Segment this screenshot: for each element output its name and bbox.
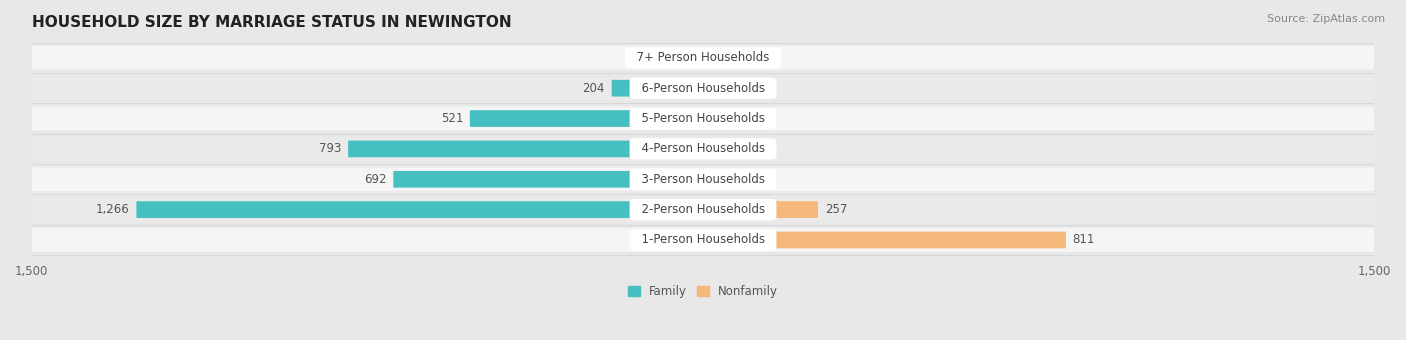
Text: 7+ Person Households: 7+ Person Households (628, 51, 778, 64)
FancyBboxPatch shape (349, 140, 703, 157)
Text: 1-Person Households: 1-Person Households (634, 234, 772, 246)
FancyBboxPatch shape (136, 201, 703, 218)
Text: 521: 521 (440, 112, 463, 125)
FancyBboxPatch shape (470, 110, 703, 127)
Text: HOUSEHOLD SIZE BY MARRIAGE STATUS IN NEWINGTON: HOUSEHOLD SIZE BY MARRIAGE STATUS IN NEW… (32, 15, 512, 30)
Text: 257: 257 (825, 203, 846, 216)
FancyBboxPatch shape (32, 228, 1374, 252)
Text: 4-Person Households: 4-Person Households (634, 142, 772, 155)
Text: 33: 33 (666, 51, 682, 64)
Text: Source: ZipAtlas.com: Source: ZipAtlas.com (1267, 14, 1385, 23)
FancyBboxPatch shape (612, 80, 703, 97)
Text: 3-Person Households: 3-Person Households (634, 173, 772, 186)
FancyBboxPatch shape (32, 46, 1374, 70)
Text: 9: 9 (714, 173, 721, 186)
Text: 2-Person Households: 2-Person Households (634, 203, 772, 216)
Text: 6-Person Households: 6-Person Households (634, 82, 772, 95)
Text: 5-Person Households: 5-Person Households (634, 112, 772, 125)
FancyBboxPatch shape (32, 137, 1374, 161)
Text: 10: 10 (714, 112, 730, 125)
Text: 793: 793 (319, 142, 342, 155)
Text: 1,266: 1,266 (96, 203, 129, 216)
FancyBboxPatch shape (394, 171, 703, 188)
FancyBboxPatch shape (688, 50, 703, 66)
Text: 692: 692 (364, 173, 387, 186)
Text: 811: 811 (1073, 234, 1095, 246)
FancyBboxPatch shape (703, 201, 818, 218)
FancyBboxPatch shape (32, 198, 1374, 222)
FancyBboxPatch shape (32, 106, 1374, 131)
Legend: Family, Nonfamily: Family, Nonfamily (623, 280, 783, 303)
FancyBboxPatch shape (703, 110, 707, 127)
FancyBboxPatch shape (703, 171, 707, 188)
Text: 204: 204 (582, 82, 605, 95)
Text: 15: 15 (717, 142, 731, 155)
FancyBboxPatch shape (32, 167, 1374, 191)
FancyBboxPatch shape (703, 232, 1066, 248)
FancyBboxPatch shape (703, 140, 710, 157)
FancyBboxPatch shape (32, 76, 1374, 100)
